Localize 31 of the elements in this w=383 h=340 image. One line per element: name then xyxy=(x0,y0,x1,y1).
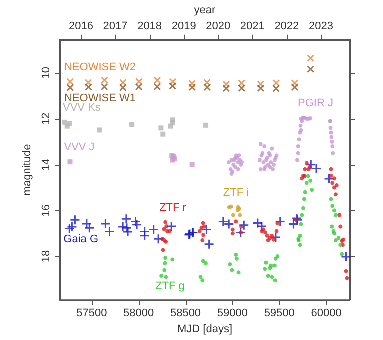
x2-tick-label: 2018 xyxy=(138,20,162,32)
series-label: NEOWISE W2 xyxy=(64,61,136,74)
x2-tick-label: 2020 xyxy=(206,20,231,32)
x2-tick-label: 2022 xyxy=(274,20,300,32)
series-label: PGIR J xyxy=(298,97,334,110)
x2-tick-label: 2023 xyxy=(308,20,334,32)
y-tick-label: 12 xyxy=(40,112,52,126)
series-label: VVV Ks xyxy=(63,102,102,114)
x2-tick-label: 2016 xyxy=(69,20,94,32)
x2-tick-label: 2017 xyxy=(103,20,128,32)
y-tick-label: 18 xyxy=(40,250,52,263)
series-label: ZTF r xyxy=(160,202,187,214)
series-label: ZTF i xyxy=(223,186,250,199)
x-tick-label: 60000 xyxy=(311,308,342,320)
y-tick-label: 16 xyxy=(40,204,52,217)
x-tick-label: 58500 xyxy=(170,308,202,320)
y-tick-label: 10 xyxy=(40,67,52,80)
series-label: ZTF g xyxy=(156,280,185,293)
x-axis-title: MJD [days] xyxy=(177,324,233,336)
x2-tick-label: 2019 xyxy=(172,20,196,32)
x-tick-label: 57500 xyxy=(76,308,108,320)
x2-axis-title: year xyxy=(194,4,216,16)
x2-tick-label: 2021 xyxy=(240,20,265,32)
series-label: NEOWISE W1 xyxy=(64,92,136,104)
x-tick-label: 59500 xyxy=(264,308,295,320)
x-tick-label: 59000 xyxy=(217,308,248,320)
series-label: VVV J xyxy=(64,142,95,154)
y-tick-label: 14 xyxy=(40,158,52,171)
y-axis-title: magnitude xyxy=(22,144,34,196)
x-tick-label: 58000 xyxy=(124,308,154,320)
series-label: Gaia G xyxy=(64,233,99,246)
